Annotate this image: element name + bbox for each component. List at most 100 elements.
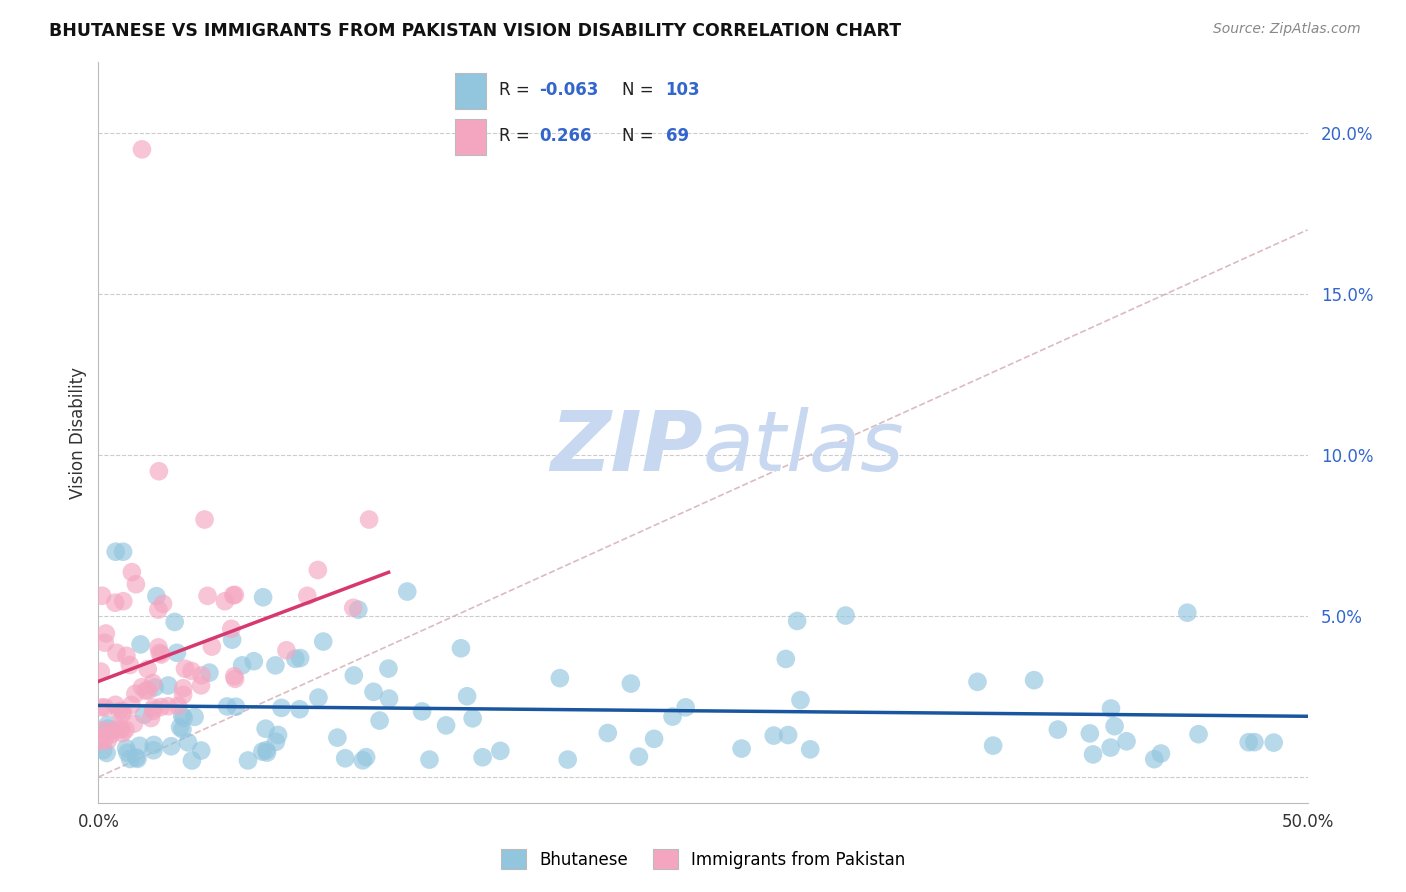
Point — [148, 602, 170, 616]
Point — [93, 636, 115, 650]
Point — [276, 643, 298, 657]
Point — [131, 142, 153, 156]
Point — [343, 668, 366, 682]
Point — [1099, 701, 1122, 715]
Point — [128, 739, 150, 753]
Point — [264, 658, 287, 673]
Point — [117, 746, 139, 760]
Point — [100, 727, 122, 741]
Text: BHUTANESE VS IMMIGRANTS FROM PAKISTAN VISION DISABILITY CORRELATION CHART: BHUTANESE VS IMMIGRANTS FROM PAKISTAN VI… — [49, 22, 901, 40]
Point — [1078, 726, 1101, 740]
Point — [90, 665, 112, 679]
Point — [288, 702, 311, 716]
Text: 0.266: 0.266 — [538, 128, 592, 145]
Point — [150, 648, 173, 662]
Point — [450, 641, 472, 656]
Point — [252, 591, 274, 605]
Point — [125, 577, 148, 591]
Point — [675, 700, 697, 714]
Point — [254, 722, 277, 736]
Point — [1150, 747, 1173, 761]
Point — [368, 714, 391, 728]
Point — [136, 662, 159, 676]
Point — [183, 710, 205, 724]
Y-axis label: Vision Disability: Vision Disability — [69, 367, 87, 499]
Point — [434, 718, 457, 732]
Point — [326, 731, 349, 745]
Point — [180, 664, 202, 678]
Point — [1243, 735, 1265, 749]
Point — [1237, 735, 1260, 749]
Point — [231, 658, 253, 673]
Point — [125, 750, 148, 764]
Text: R =: R = — [499, 128, 540, 145]
Point — [352, 753, 374, 767]
Point — [135, 683, 157, 698]
Point — [105, 646, 128, 660]
Point — [143, 681, 166, 695]
FancyBboxPatch shape — [456, 73, 486, 109]
Point — [142, 676, 165, 690]
Point — [157, 699, 180, 714]
Point — [222, 588, 245, 602]
Point — [110, 723, 132, 737]
Point — [112, 594, 135, 608]
Point — [90, 700, 112, 714]
Point — [172, 681, 194, 696]
Point — [284, 652, 307, 666]
Point — [97, 722, 120, 736]
Point — [142, 738, 165, 752]
Point — [377, 662, 399, 676]
Point — [111, 706, 134, 721]
Point — [160, 739, 183, 754]
Point — [411, 705, 433, 719]
Point — [1081, 747, 1104, 762]
Text: N =: N = — [623, 81, 659, 99]
Legend: Bhutanese, Immigrants from Pakistan: Bhutanese, Immigrants from Pakistan — [494, 842, 912, 876]
Point — [214, 594, 236, 608]
Point — [363, 685, 385, 699]
Point — [461, 711, 484, 725]
Point — [217, 699, 239, 714]
Point — [359, 512, 381, 526]
Point — [114, 723, 136, 737]
Point — [115, 648, 138, 663]
Point — [236, 754, 259, 768]
Point — [224, 588, 246, 602]
Point — [131, 680, 153, 694]
Point — [190, 678, 212, 692]
Point — [347, 602, 370, 616]
Point — [354, 750, 377, 764]
Point — [1175, 606, 1198, 620]
Point — [127, 752, 149, 766]
Point — [177, 735, 200, 749]
Text: 69: 69 — [665, 128, 689, 145]
Text: N =: N = — [623, 128, 659, 145]
Point — [112, 545, 135, 559]
Point — [149, 700, 172, 714]
Point — [981, 739, 1004, 753]
Point — [267, 728, 290, 742]
Point — [661, 709, 683, 723]
Point — [139, 711, 162, 725]
Point — [94, 700, 117, 714]
Point — [190, 743, 212, 757]
FancyBboxPatch shape — [456, 119, 486, 155]
Point — [789, 693, 811, 707]
Point — [96, 746, 118, 760]
Point — [620, 676, 643, 690]
Point — [104, 545, 127, 559]
Point — [225, 699, 247, 714]
Point — [111, 726, 134, 740]
Point — [167, 698, 190, 713]
Point — [136, 683, 159, 698]
Point — [97, 724, 120, 739]
Point — [91, 743, 114, 757]
Point — [96, 718, 118, 732]
Point — [152, 597, 174, 611]
Point — [121, 565, 143, 579]
Point — [129, 637, 152, 651]
Point — [157, 678, 180, 692]
Point — [172, 723, 194, 737]
Point — [148, 640, 170, 655]
